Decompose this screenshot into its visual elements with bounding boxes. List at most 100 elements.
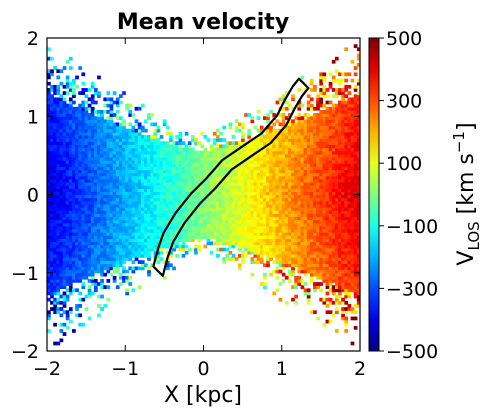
velocity-cell <box>159 216 164 221</box>
velocity-cell <box>313 156 317 161</box>
velocity-cell <box>316 260 320 264</box>
velocity-cell <box>131 138 136 142</box>
velocity-cell <box>212 194 217 199</box>
velocity-cell <box>184 169 189 174</box>
velocity-cell <box>184 178 189 183</box>
velocity-cell <box>334 247 339 252</box>
velocity-cell <box>250 244 255 249</box>
velocity-cell <box>140 210 145 214</box>
velocity-cell <box>269 222 273 227</box>
velocity-cell <box>125 269 129 274</box>
velocity-cell <box>322 250 327 255</box>
velocity-cell <box>322 169 327 174</box>
velocity-cell <box>212 213 217 218</box>
velocity-cell <box>181 169 186 174</box>
velocity-cell <box>47 263 51 268</box>
velocity-cell <box>206 228 211 233</box>
velocity-cell <box>150 222 155 227</box>
velocity-cell <box>175 213 180 218</box>
velocity-cell <box>115 103 120 108</box>
velocity-cell <box>184 175 189 180</box>
velocity-cell <box>50 128 54 133</box>
velocity-cell <box>156 219 161 224</box>
velocity-cell <box>313 197 317 202</box>
velocity-cell <box>244 194 248 199</box>
velocity-cell <box>325 106 330 111</box>
velocity-cell <box>347 125 352 130</box>
velocity-cell <box>62 228 67 233</box>
velocity-cell <box>47 316 51 321</box>
velocity-cell <box>122 197 126 202</box>
velocity-cell <box>131 253 136 258</box>
velocity-cell <box>172 169 176 174</box>
velocity-cell <box>72 272 76 277</box>
velocity-cell <box>103 185 108 189</box>
velocity-cell <box>294 150 298 155</box>
velocity-cell <box>72 138 76 142</box>
velocity-cell <box>319 200 324 205</box>
velocity-cell <box>269 272 273 277</box>
velocity-cell <box>50 275 54 280</box>
velocity-cell <box>272 144 277 149</box>
velocity-cell <box>118 144 123 149</box>
velocity-cell <box>237 207 242 211</box>
velocity-cell <box>131 169 136 174</box>
velocity-cell <box>347 294 352 299</box>
velocity-cell <box>122 160 126 164</box>
velocity-cell <box>259 238 264 243</box>
velocity-cell <box>65 106 70 111</box>
velocity-cell <box>288 279 292 283</box>
velocity-cell <box>131 219 136 224</box>
velocity-cell <box>331 88 336 92</box>
velocity-cell <box>81 322 86 327</box>
velocity-cell <box>225 166 230 171</box>
velocity-cell <box>328 247 333 252</box>
velocity-cell <box>281 257 286 261</box>
velocity-cell <box>137 225 142 230</box>
velocity-cell <box>203 219 208 224</box>
velocity-cell <box>266 250 270 255</box>
velocity-cell <box>275 232 280 236</box>
velocity-cell <box>288 156 292 161</box>
velocity-cell <box>147 266 151 271</box>
velocity-cell <box>350 207 355 211</box>
velocity-cell <box>93 141 98 146</box>
velocity-cell <box>272 181 277 186</box>
velocity-cell <box>284 188 289 192</box>
velocity-cell <box>97 266 101 271</box>
velocity-cell <box>175 207 180 211</box>
velocity-cell <box>169 147 173 152</box>
velocity-cell <box>244 203 248 208</box>
velocity-cell <box>53 150 57 155</box>
velocity-cell <box>62 181 67 186</box>
velocity-cell <box>328 185 333 189</box>
velocity-cell <box>231 257 236 261</box>
velocity-cell <box>68 122 73 127</box>
velocity-cell <box>319 275 324 280</box>
velocity-cell <box>300 116 305 120</box>
velocity-cell <box>159 250 164 255</box>
velocity-cell <box>297 194 302 199</box>
velocity-cell <box>319 109 324 114</box>
velocity-cell <box>209 213 214 218</box>
velocity-cell <box>115 210 120 214</box>
velocity-cell <box>331 197 336 202</box>
velocity-cell <box>319 97 324 102</box>
velocity-cell <box>140 188 145 192</box>
velocity-cell <box>237 188 242 192</box>
velocity-cell <box>93 247 98 252</box>
velocity-cell <box>331 244 336 249</box>
velocity-cell <box>87 88 92 92</box>
velocity-cell <box>250 238 255 243</box>
velocity-cell <box>81 181 86 186</box>
velocity-cell <box>90 210 95 214</box>
velocity-cell <box>75 288 79 293</box>
velocity-cell <box>309 153 314 158</box>
velocity-cell <box>313 106 317 111</box>
velocity-cell <box>93 238 98 243</box>
velocity-cell <box>47 188 51 192</box>
velocity-cell <box>344 78 349 83</box>
velocity-cell <box>187 210 192 214</box>
velocity-cell <box>72 185 76 189</box>
velocity-cell <box>78 228 83 233</box>
